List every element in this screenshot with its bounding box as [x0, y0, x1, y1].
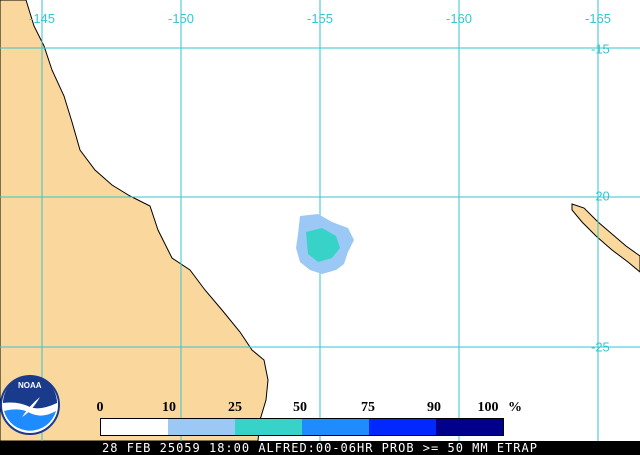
legend-unit: %: [508, 400, 522, 415]
legend-swatch: [168, 419, 235, 435]
legend-swatch: [302, 419, 369, 435]
legend-tick: 25: [228, 400, 242, 415]
noaa-logo-text: NOAA: [18, 381, 42, 390]
legend-tick: 90: [427, 400, 441, 415]
legend-swatch: [101, 419, 168, 435]
land-australia: [0, 0, 269, 442]
longitude-label: -150: [167, 11, 195, 26]
product-caption: 28 FEB 25059 18:00 ALFRED:00-06HR PROB >…: [0, 441, 640, 455]
legend-swatch: [235, 419, 302, 435]
legend-tick: 50: [293, 400, 307, 415]
legend-tick: 0: [96, 400, 104, 415]
legend-tick: 100: [477, 400, 499, 415]
noaa-logo: [0, 375, 60, 435]
longitude-label: -155: [306, 11, 334, 26]
longitude-label: -165: [584, 11, 612, 26]
land-new-caledonia: [571, 203, 640, 273]
legend-swatch: [369, 419, 436, 435]
longitude-label: -160: [445, 11, 473, 26]
latitude-label: -20: [591, 188, 610, 204]
grid: [0, 0, 640, 441]
legend-color-bar: [100, 418, 504, 436]
probability-25-50: [306, 228, 340, 262]
legend-tick: 10: [162, 400, 176, 415]
latitude-label: -15: [591, 41, 610, 57]
longitude-label: -145: [28, 11, 56, 26]
latitude-label: -25: [591, 339, 610, 355]
legend-tick: 75: [361, 400, 375, 415]
legend-swatch: [436, 419, 503, 435]
